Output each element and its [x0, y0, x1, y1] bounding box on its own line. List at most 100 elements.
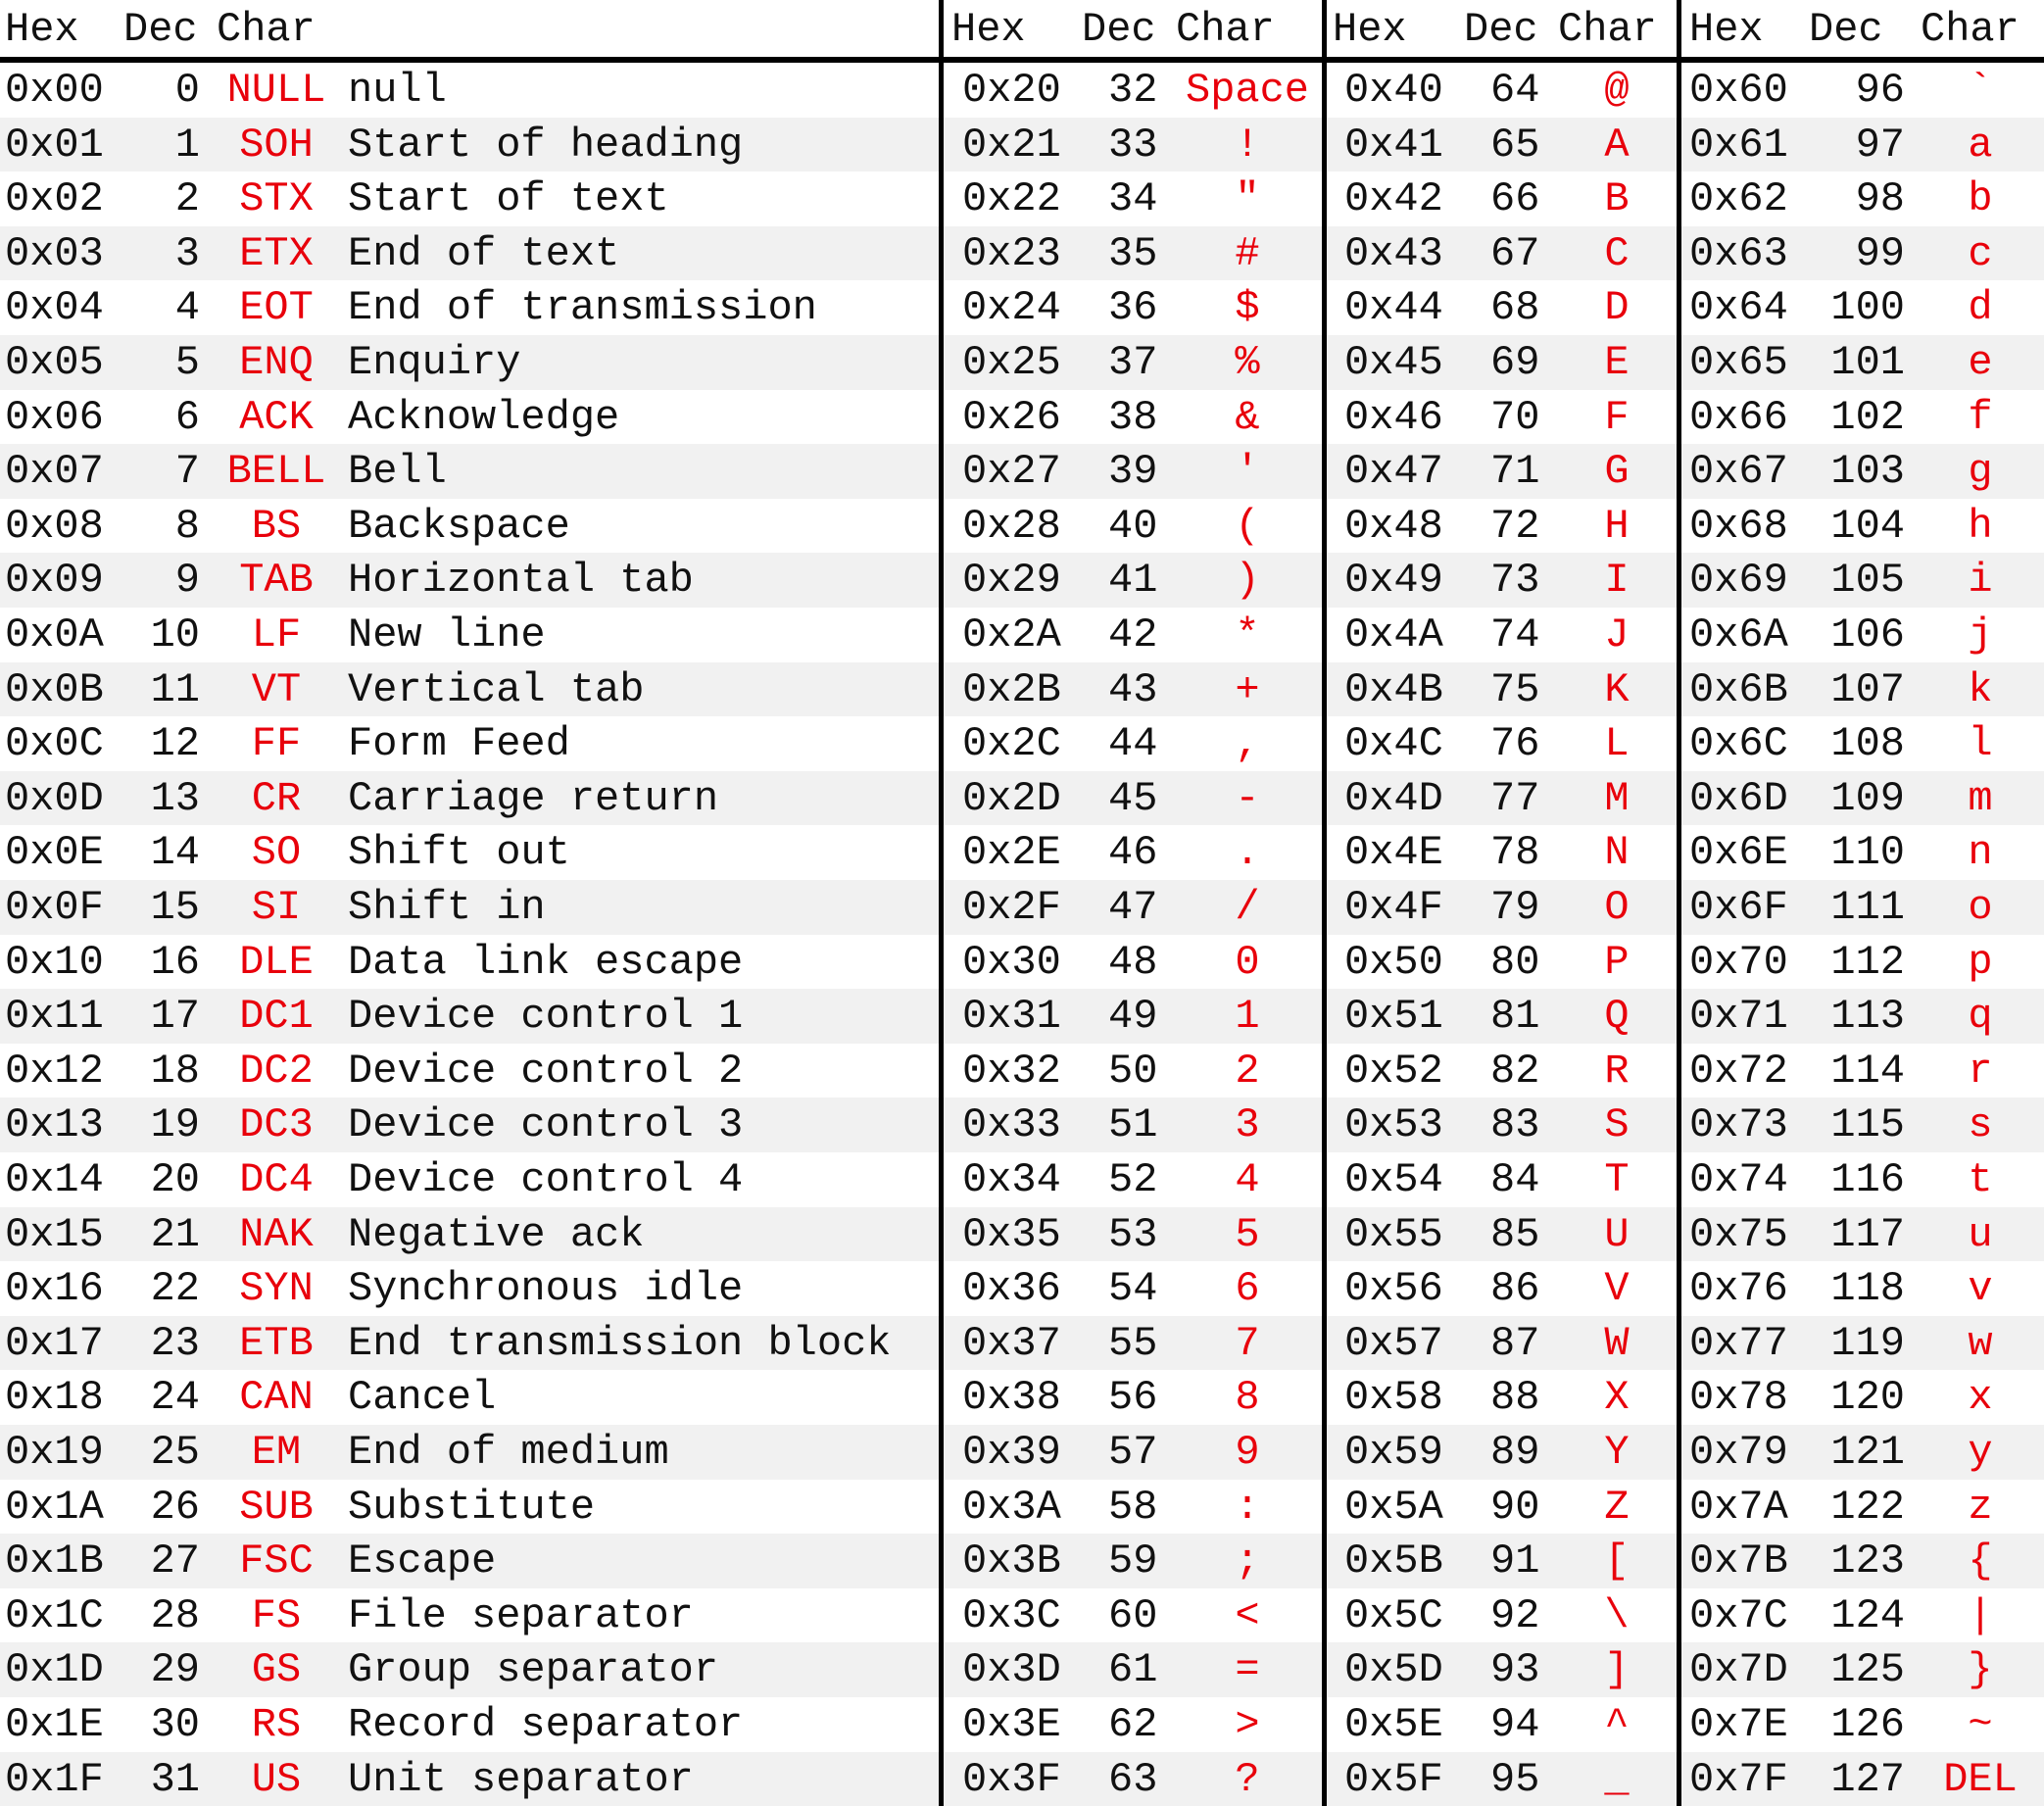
dec-cell: 110 [1830, 829, 1905, 877]
dec-cell: 82 [1490, 1047, 1540, 1095]
dec-cell: 72 [1490, 502, 1540, 550]
hex-cell: 0x52 [1344, 1047, 1443, 1095]
description-cell: Group separator [348, 1646, 719, 1694]
dec-cell: 60 [1108, 1591, 1158, 1639]
dec-cell: 73 [1490, 557, 1540, 605]
char-cell: ` [1968, 67, 1993, 114]
dec-cell: 70 [1490, 393, 1540, 441]
dec-cell: 58 [1108, 1483, 1158, 1531]
char-cell: ; [1235, 1538, 1260, 1586]
char-cell: # [1235, 229, 1260, 277]
header-char: Char [1558, 6, 1657, 53]
description-cell: Vertical tab [348, 665, 645, 713]
dec-cell: 65 [1490, 121, 1540, 169]
description-cell: null [348, 67, 447, 114]
hex-cell: 0x71 [1689, 993, 1788, 1041]
dec-cell: 46 [1108, 829, 1158, 877]
dec-cell: 26 [150, 1483, 200, 1531]
hex-cell: 0x37 [962, 1319, 1061, 1367]
char-cell: w [1968, 1319, 1993, 1367]
hex-cell: 0x0E [5, 829, 104, 877]
dec-cell: 39 [1108, 448, 1158, 496]
char-cell: DC2 [239, 1047, 314, 1095]
char-cell: 2 [1235, 1047, 1260, 1095]
char-cell: l [1968, 720, 1993, 768]
dec-cell: 126 [1830, 1701, 1905, 1748]
hex-cell: 0x60 [1689, 67, 1788, 114]
char-cell: k [1968, 665, 1993, 713]
hex-cell: 0x45 [1344, 339, 1443, 386]
hex-cell: 0x58 [1344, 1374, 1443, 1422]
dec-cell: 45 [1108, 774, 1158, 822]
char-cell: T [1604, 1156, 1630, 1203]
hex-cell: 0x55 [1344, 1210, 1443, 1258]
dec-cell: 52 [1108, 1156, 1158, 1203]
char-cell: * [1235, 611, 1260, 659]
char-cell: B [1604, 175, 1630, 223]
hex-cell: 0x48 [1344, 502, 1443, 550]
dec-cell: 93 [1490, 1646, 1540, 1694]
table-row: 0x07 7 BELL Bell 0x27 39 ' 0x47 71 G 0x67 103 g [0, 444, 2044, 499]
dec-cell: 109 [1830, 774, 1905, 822]
dec-cell: 98 [1855, 175, 1905, 223]
hex-cell: 0x4D [1344, 774, 1443, 822]
description-cell: Bell [348, 448, 447, 496]
hex-cell: 0x29 [962, 557, 1061, 605]
dec-cell: 85 [1490, 1210, 1540, 1258]
hex-cell: 0x7B [1689, 1538, 1788, 1586]
char-cell: ~ [1968, 1701, 1993, 1748]
char-cell: P [1604, 938, 1630, 986]
hex-cell: 0x65 [1689, 339, 1788, 386]
hex-cell: 0x56 [1344, 1265, 1443, 1313]
dec-cell: 63 [1108, 1755, 1158, 1803]
hex-cell: 0x2B [962, 665, 1061, 713]
hex-cell: 0x09 [5, 557, 104, 605]
dec-cell: 122 [1830, 1483, 1905, 1531]
dec-cell: 94 [1490, 1701, 1540, 1748]
dec-cell: 24 [150, 1374, 200, 1422]
description-cell: Cancel [348, 1374, 497, 1422]
hex-cell: 0x19 [5, 1429, 104, 1476]
description-cell: End of transmission [348, 284, 817, 332]
char-cell: DC1 [239, 993, 314, 1041]
description-cell: Form Feed [348, 720, 570, 768]
dec-cell: 105 [1830, 557, 1905, 605]
char-cell: " [1235, 175, 1260, 223]
hex-cell: 0x79 [1689, 1429, 1788, 1476]
dec-cell: 21 [150, 1210, 200, 1258]
hex-cell: 0x6B [1689, 665, 1788, 713]
char-cell: d [1968, 284, 1993, 332]
header-dec: Dec [1464, 6, 1538, 53]
hex-cell: 0x40 [1344, 67, 1443, 114]
char-cell: U [1604, 1210, 1630, 1258]
hex-cell: 0x5B [1344, 1538, 1443, 1586]
char-cell: o [1968, 884, 1993, 931]
char-cell: Space [1185, 67, 1310, 114]
char-cell: z [1968, 1483, 1993, 1531]
hex-cell: 0x1A [5, 1483, 104, 1531]
table-row: 0x05 5 ENQ Enquiry 0x25 37% 0x45 69 E 0x65 101 e [0, 335, 2044, 390]
hex-cell: 0x21 [962, 121, 1061, 169]
char-cell: C [1604, 229, 1630, 277]
hex-cell: 0x46 [1344, 393, 1443, 441]
description-cell: Device control 2 [348, 1047, 744, 1095]
dec-cell: 64 [1490, 67, 1540, 114]
hex-cell: 0x0F [5, 884, 104, 931]
char-cell: 7 [1235, 1319, 1260, 1367]
hex-cell: 0x0D [5, 774, 104, 822]
char-cell: ENQ [239, 339, 314, 386]
char-cell: } [1968, 1646, 1993, 1694]
dec-cell: 55 [1108, 1319, 1158, 1367]
char-cell: EM [251, 1429, 302, 1476]
description-cell: Data link escape [348, 938, 744, 986]
hex-cell: 0x5D [1344, 1646, 1443, 1694]
dec-cell: 78 [1490, 829, 1540, 877]
hex-cell: 0x01 [5, 121, 104, 169]
description-cell: Synchronous idle [348, 1265, 744, 1313]
char-cell: ^ [1604, 1701, 1630, 1748]
char-cell: ) [1235, 557, 1260, 605]
hex-cell: 0x05 [5, 339, 104, 386]
dec-cell: 43 [1108, 665, 1158, 713]
hex-cell: 0x28 [962, 502, 1061, 550]
dec-cell: 59 [1108, 1538, 1158, 1586]
